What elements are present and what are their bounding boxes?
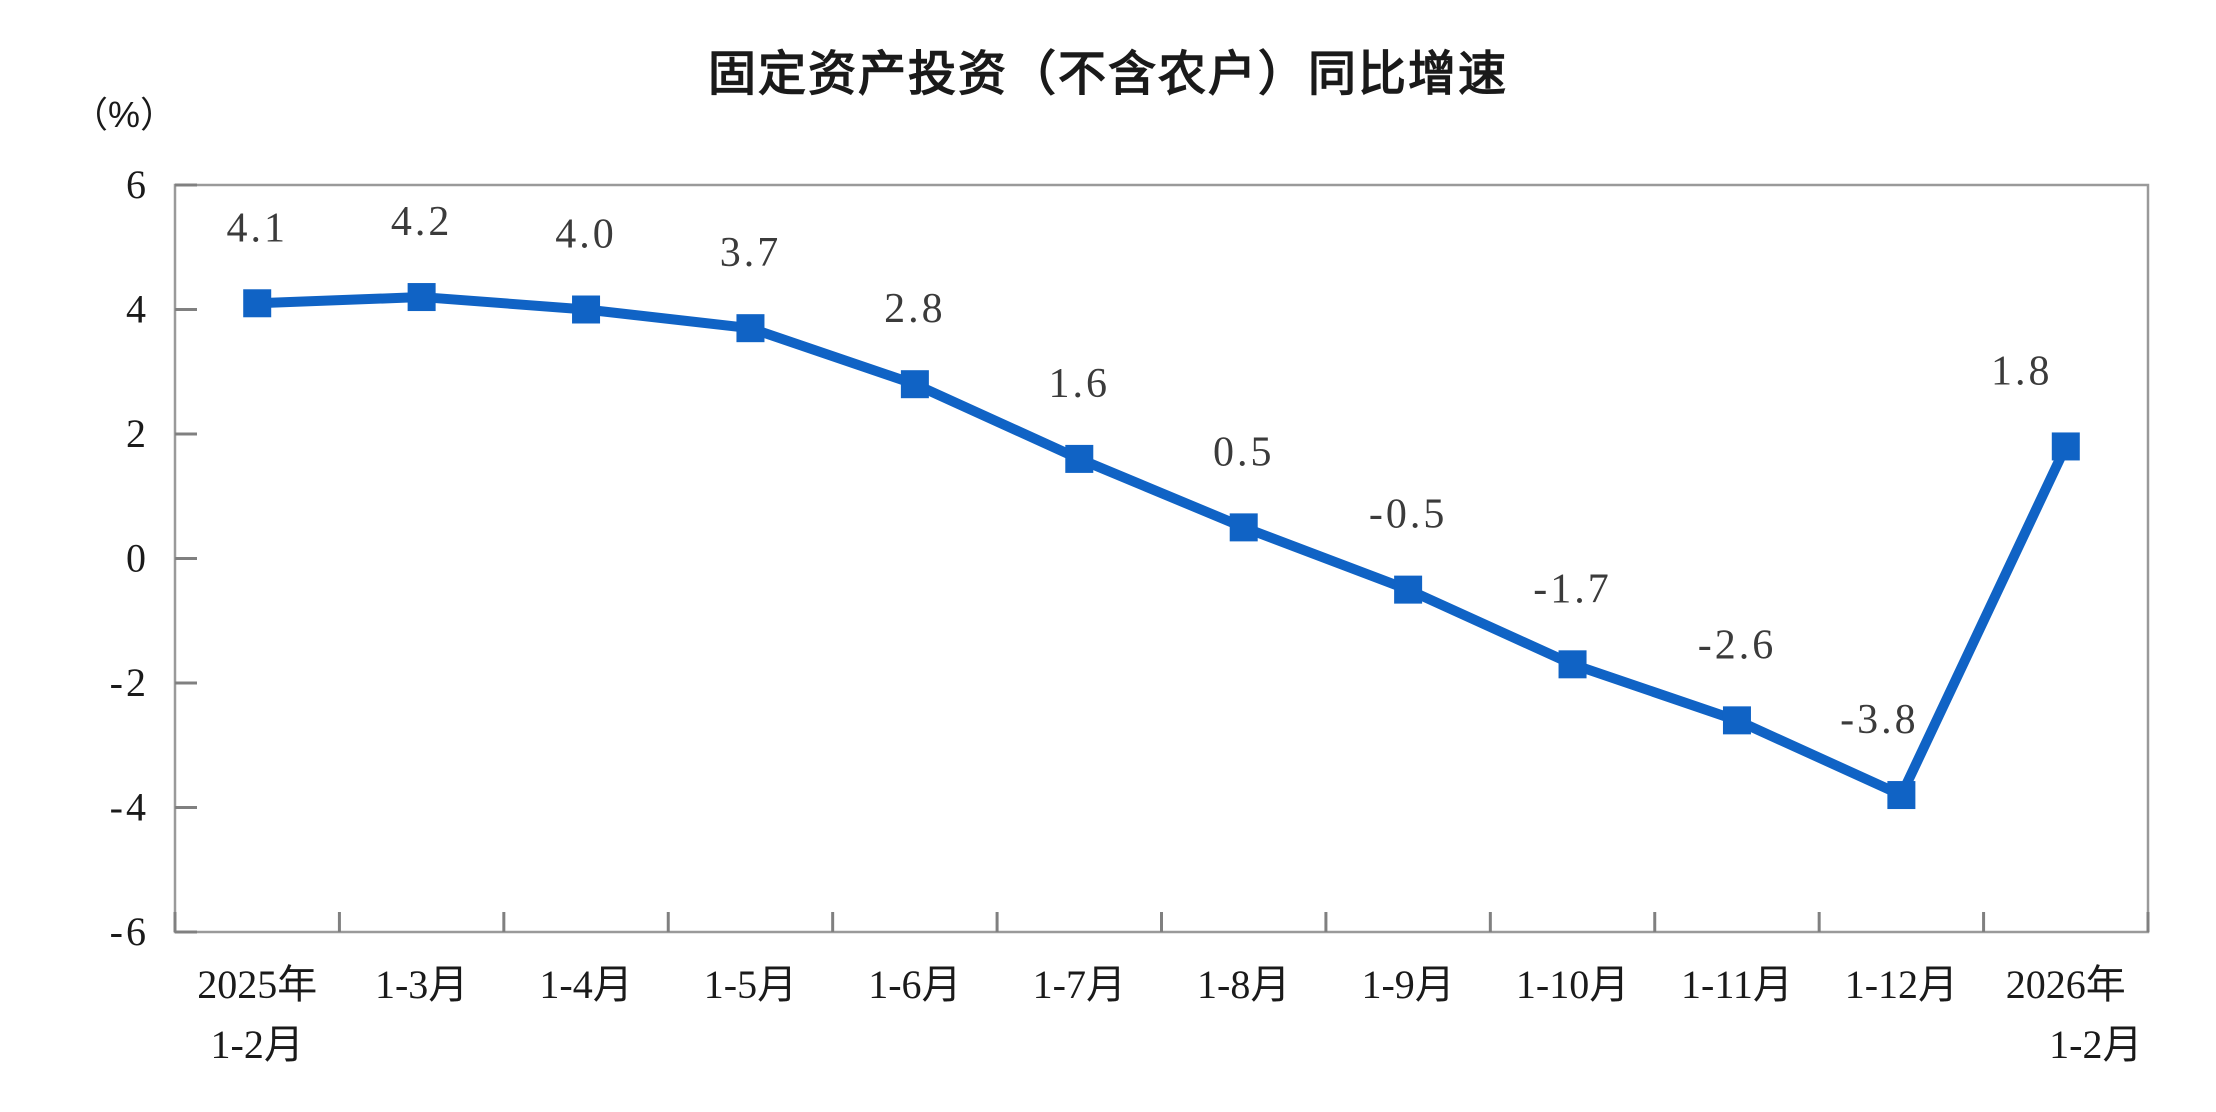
data-point-label: 2.8 (884, 286, 946, 332)
series-line (252, 292, 2071, 801)
data-point-label: -0.5 (1369, 492, 1448, 538)
y-tick-label: -2 (110, 660, 149, 705)
y-tick-label: 4 (126, 287, 149, 332)
data-point-label: 4.0 (555, 212, 617, 258)
data-point-label: 3.7 (720, 230, 782, 276)
data-point-label: -3.8 (1840, 697, 1919, 743)
x-axis-label: 1-10月 (1516, 962, 1629, 1007)
data-point-marker (1394, 575, 1423, 604)
data-point-marker (243, 289, 272, 318)
data-point-marker (1887, 781, 1916, 810)
data-point-label: -1.7 (1533, 566, 1612, 612)
data-point-marker (1722, 706, 1751, 735)
chart-title: 固定资产投资（不含农户）同比增速 (707, 48, 1508, 101)
x-axis-label: 1-8月 (1197, 962, 1290, 1007)
data-point-label: 4.2 (391, 199, 453, 245)
data-point-label: 0.5 (1213, 429, 1275, 475)
data-point-marker (1065, 444, 1094, 473)
x-axis-label: 1-12月 (1845, 962, 1958, 1007)
data-point-label: 1.6 (1049, 361, 1111, 407)
data-point-marker (1558, 650, 1587, 679)
data-point-marker (1229, 513, 1258, 542)
x-axis-label: 2026年 (2006, 962, 2126, 1007)
y-tick-label: -6 (110, 909, 149, 954)
y-tick-label: 6 (126, 162, 149, 207)
x-axis-label: 1-2月 (2049, 1022, 2142, 1067)
y-tick-label: 0 (126, 536, 149, 581)
x-axis-label: 2025年 (197, 962, 317, 1007)
data-point-marker (736, 314, 765, 343)
data-point-marker (572, 295, 601, 324)
data-point-marker (407, 283, 436, 312)
y-axis-unit-label: （%） (72, 94, 177, 135)
x-axis-label: 1-5月 (704, 962, 797, 1007)
data-point-label: -2.6 (1698, 622, 1777, 668)
data-point-marker (2051, 432, 2080, 461)
x-axis-label: 1-4月 (539, 962, 632, 1007)
x-axis-label: 1-7月 (1033, 962, 1126, 1007)
y-tick-label: 2 (126, 411, 149, 456)
x-axis-label: 1-11月 (1681, 962, 1793, 1007)
y-tick-label: -4 (110, 785, 149, 830)
x-axis-label: 1-6月 (868, 962, 961, 1007)
x-axis-label: 1-2月 (211, 1022, 304, 1067)
x-axis-label: 1-3月 (375, 962, 468, 1007)
data-point-marker (900, 370, 929, 399)
data-point-label: 4.1 (226, 205, 288, 251)
data-point-label: 1.8 (1991, 348, 2053, 394)
x-axis-label: 1-9月 (1361, 962, 1454, 1007)
